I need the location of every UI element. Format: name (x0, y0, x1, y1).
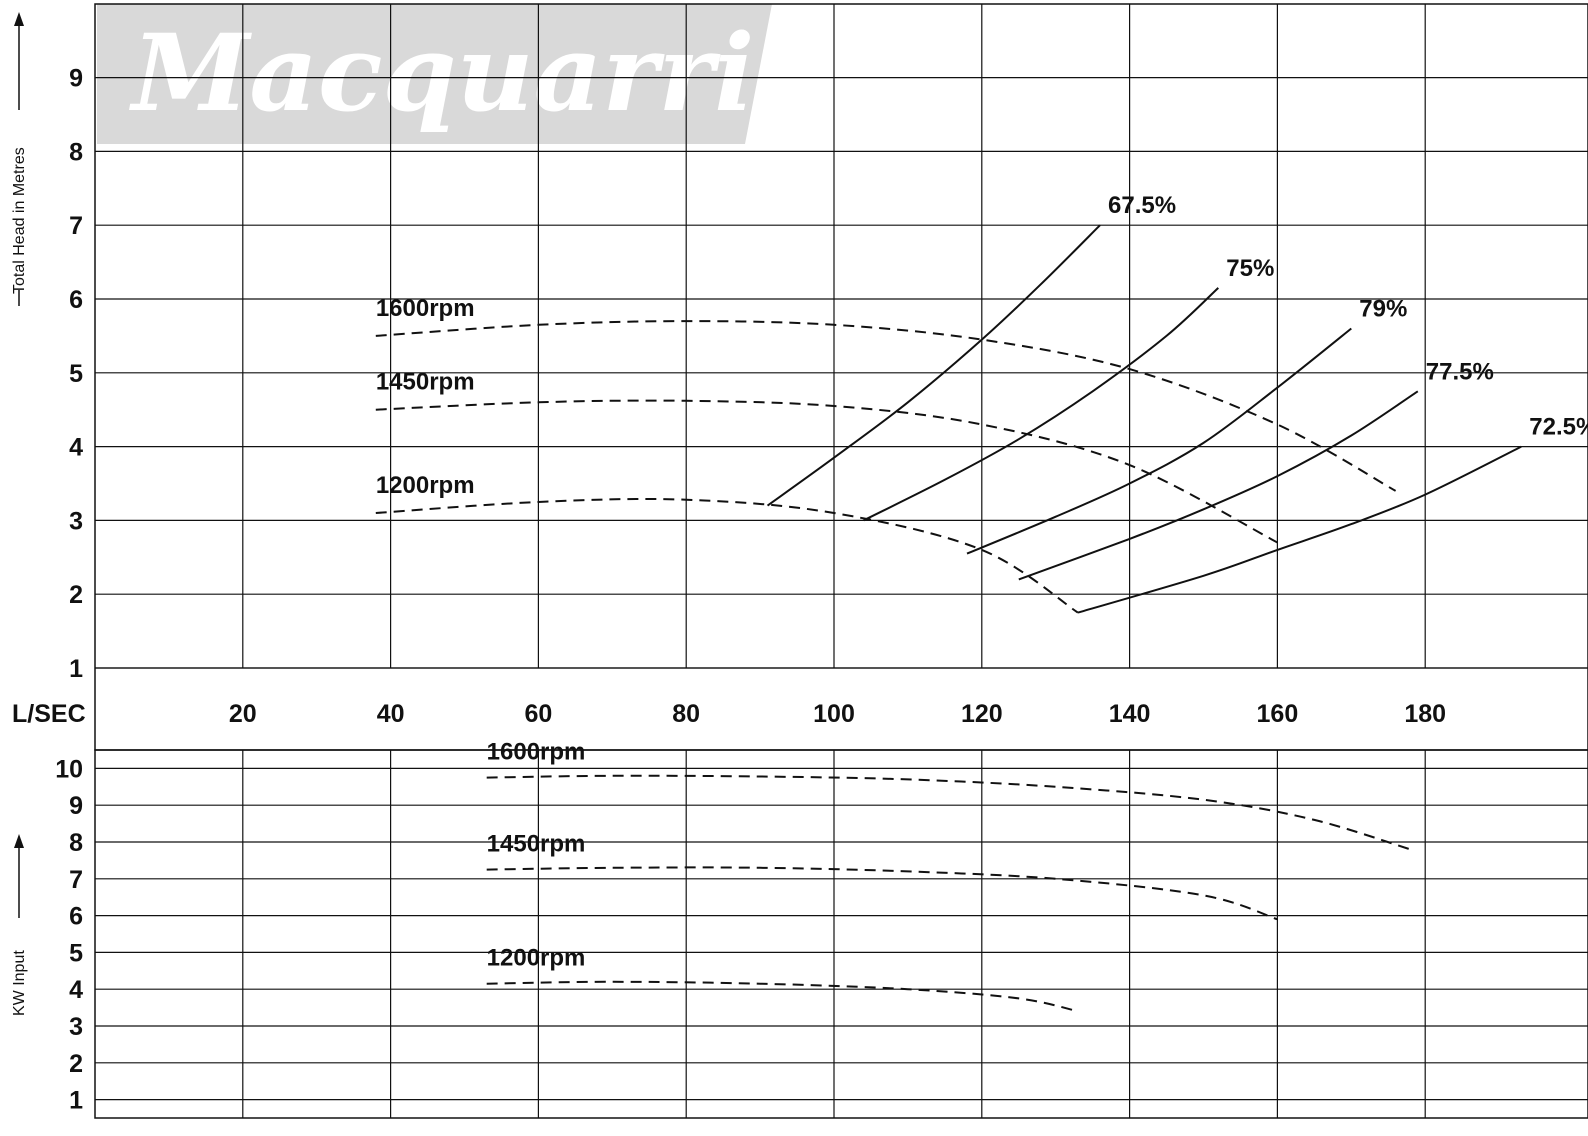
head-speed-curve-label: 1200rpm (376, 472, 475, 499)
head-speed-curve-1450rpm (375, 399, 1278, 544)
kw-speed-curve-label: 1200rpm (487, 945, 586, 972)
x-tick-label: 40 (377, 700, 405, 728)
head-y-tick-label: 4 (69, 434, 83, 462)
kw-y-tick-label: 8 (69, 829, 83, 857)
efficiency-curve-725 (1077, 445, 1522, 614)
head-speed-curve-label: 1450rpm (376, 369, 475, 396)
kw-y-tick-label: 4 (69, 976, 83, 1004)
x-tick-label: 140 (1109, 700, 1151, 728)
kw-y-tick-label: 3 (69, 1013, 83, 1041)
efficiency-curve-label: 72.5% (1529, 414, 1588, 441)
curves (375, 224, 1522, 1013)
head-y-tick-label: 7 (69, 212, 83, 240)
kw-y-tick-label: 5 (69, 939, 83, 967)
head-speed-curve-label: 1600rpm (376, 295, 475, 322)
x-tick-label: 120 (961, 700, 1003, 728)
macquarrie-watermark: Macquarrie (97, 4, 822, 144)
efficiency-curve-75 (863, 287, 1219, 522)
kw-speed-curve-1600rpm (486, 774, 1411, 851)
efficiency-curve-label: 75% (1226, 255, 1274, 282)
head-y-tick-label: 2 (69, 581, 83, 609)
kw-y-tick-label: 6 (69, 903, 83, 931)
head-axis-title: Total Head in Metres (11, 147, 28, 294)
x-tick-label: 60 (524, 700, 552, 728)
kw-axis-arrow-head (14, 834, 24, 848)
head-y-tick-label: 1 (69, 655, 83, 683)
kw-y-tick-label: 10 (55, 755, 83, 783)
efficiency-curve-label: 79% (1359, 296, 1407, 323)
kw-axis-title: KW Input (11, 950, 28, 1016)
x-tick-label: 20 (229, 700, 257, 728)
head-y-tick-label: 6 (69, 286, 83, 314)
x-tick-label: 100 (813, 700, 855, 728)
watermark-band (97, 4, 772, 144)
efficiency-curve-label: 67.5% (1108, 192, 1176, 219)
efficiency-curve-79 (966, 327, 1352, 555)
head-speed-curve-1600rpm (375, 320, 1397, 492)
grid (94, 3, 1588, 1119)
efficiency-curve-label: 77.5% (1426, 358, 1494, 385)
kw-y-tick-label: 9 (69, 792, 83, 820)
head-speed-curve-1200rpm (375, 497, 1079, 614)
kw-y-tick-label: 7 (69, 866, 83, 894)
x-axis-title: L/SEC (12, 700, 86, 728)
head-y-tick-label: 5 (69, 360, 83, 388)
labels: L/SEC Total Head in Metres KW Input 20 40… (11, 12, 1588, 1115)
x-tick-label: 80 (672, 700, 700, 728)
kw-plot-frame (94, 749, 1588, 1119)
head-y-tick-label: 3 (69, 507, 83, 535)
head-y-tick-label: 9 (69, 65, 83, 93)
watermark-logo-text: Macquarrie (129, 10, 822, 135)
head-y-tick-label: 8 (69, 138, 83, 166)
kw-speed-curve-label: 1450rpm (487, 831, 586, 858)
efficiency-curve-675 (766, 224, 1101, 507)
head-axis-arrow-head (14, 12, 24, 26)
x-tick-label: 160 (1257, 700, 1299, 728)
axis-arrows (14, 12, 24, 918)
kw-y-tick-label: 2 (69, 1050, 83, 1078)
kw-y-tick-label: 1 (69, 1087, 83, 1115)
kw-speed-curve-label: 1600rpm (487, 739, 586, 766)
x-tick-label: 180 (1404, 700, 1446, 728)
kw-speed-curve-1450rpm (486, 866, 1278, 921)
efficiency-curve-775 (1018, 390, 1419, 581)
kw-speed-curve-1200rpm (486, 980, 1079, 1013)
